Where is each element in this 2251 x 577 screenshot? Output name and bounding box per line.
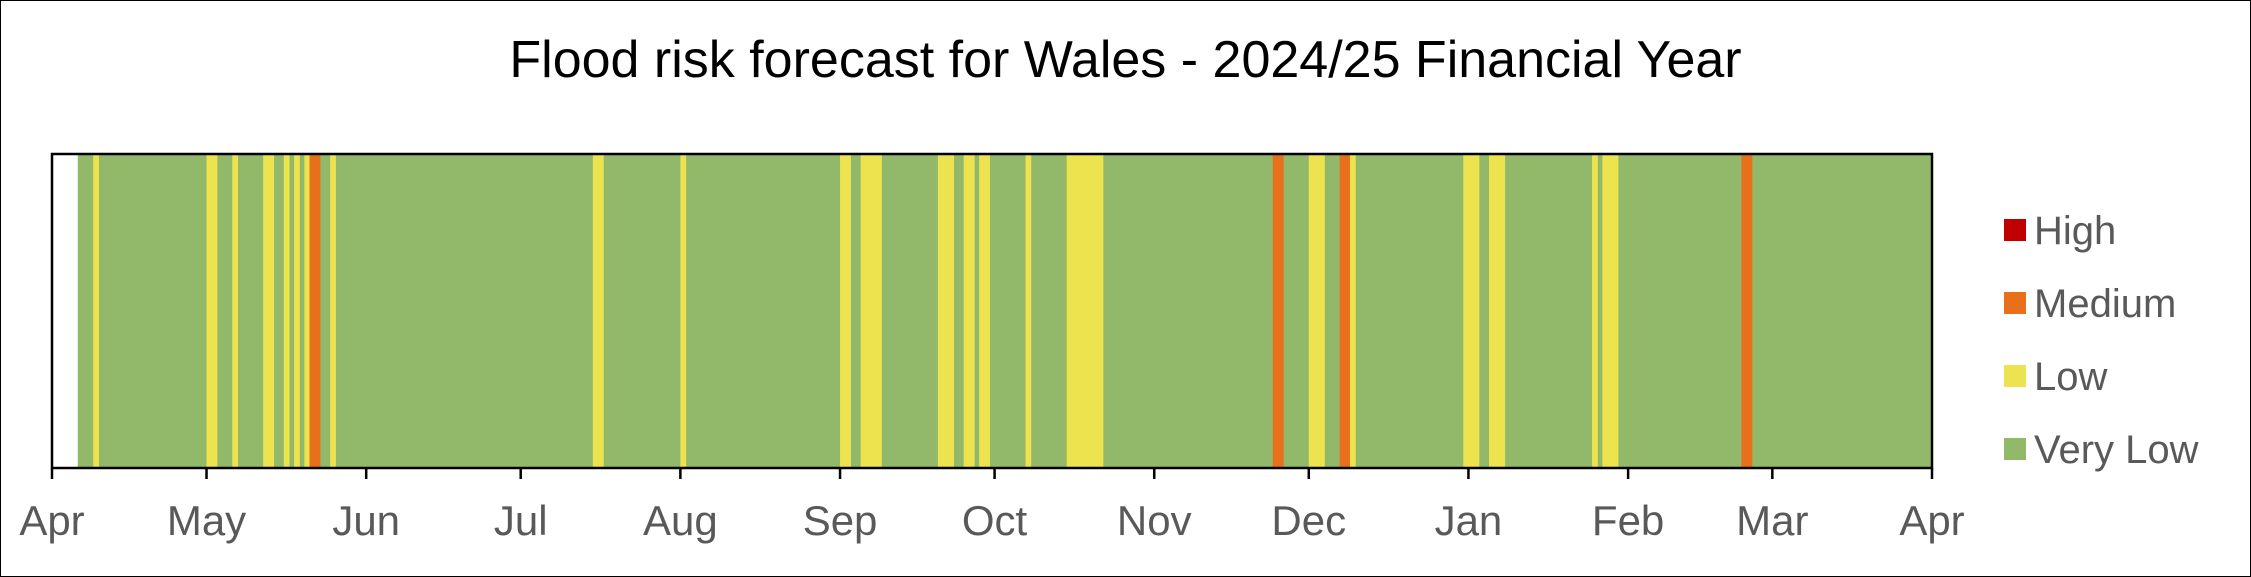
bar-base-very-low <box>77 154 1933 468</box>
legend-swatch <box>2004 365 2026 387</box>
risk-day-bar <box>592 154 599 468</box>
risk-day-bar <box>1277 154 1284 468</box>
risk-day-bar <box>1339 154 1346 468</box>
legend: High Medium Low Very Low <box>2004 209 2199 472</box>
chart-title: Flood risk forecast for Wales - 2024/25 … <box>509 31 1742 89</box>
risk-day-bar <box>314 154 321 468</box>
risk-day-bar <box>876 154 882 468</box>
risk-day-bar <box>206 154 213 468</box>
x-tick-label: Jan <box>1435 497 1503 544</box>
risk-day-bar <box>309 154 316 468</box>
risk-day-bar <box>1025 154 1032 468</box>
risk-day-bar <box>979 154 985 468</box>
risk-day-bar <box>1349 154 1356 468</box>
risk-day-bar <box>1602 154 1609 468</box>
risk-day-bar <box>937 154 944 468</box>
legend-label: Medium <box>2034 282 2176 326</box>
risk-day-bar <box>330 154 336 468</box>
risk-day-bar <box>263 154 269 468</box>
risk-day-bar <box>1097 154 1104 468</box>
risk-day-bar <box>268 154 275 468</box>
x-tick-label: Mar <box>1736 497 1808 544</box>
x-tick-label: Apr <box>19 497 84 544</box>
risk-day-bar <box>1066 154 1073 468</box>
risk-day-bar <box>1076 154 1083 468</box>
risk-day-bar <box>294 154 300 468</box>
risk-day-bar <box>1468 154 1475 468</box>
x-tick-label: Apr <box>1899 497 1964 544</box>
risk-bars <box>77 154 1933 468</box>
risk-day-bar <box>870 154 877 468</box>
x-tick-label: Jul <box>494 497 548 544</box>
risk-day-bar <box>597 154 604 468</box>
risk-day-bar <box>1607 154 1614 468</box>
risk-day-bar <box>1082 154 1088 468</box>
legend-swatch <box>2004 219 2026 241</box>
risk-day-bar <box>984 154 991 468</box>
x-tick-label: May <box>167 497 246 544</box>
risk-day-bar <box>1592 154 1598 468</box>
risk-day-bar <box>860 154 867 468</box>
x-axis: Apr May Jun Jul Aug Sep Oct Nov Dec Jan Feb Mar Apr <box>19 468 1965 544</box>
risk-day-bar <box>1319 154 1325 468</box>
risk-day-bar <box>1092 154 1099 468</box>
legend-swatch <box>2004 438 2026 460</box>
x-tick-label: Jun <box>332 497 400 544</box>
legend-label: Low <box>2034 355 2107 399</box>
x-tick-label: Nov <box>1117 497 1192 544</box>
risk-day-bar <box>1494 154 1500 468</box>
risk-day-bar <box>1272 154 1279 468</box>
risk-day-bar <box>1071 154 1078 468</box>
risk-day-bar <box>1313 154 1320 468</box>
x-tick-label: Dec <box>1271 497 1346 544</box>
risk-day-bar <box>845 154 851 468</box>
risk-day-bar <box>1463 154 1470 468</box>
risk-day-bar <box>948 154 954 468</box>
legend-label: Very Low <box>2034 428 2199 472</box>
legend-label: High <box>2034 209 2116 253</box>
risk-day-bar <box>865 154 872 468</box>
plot-border <box>50 152 1934 470</box>
risk-day-bar <box>232 154 239 468</box>
risk-day-bar <box>963 154 970 468</box>
x-tick-label: Feb <box>1592 497 1664 544</box>
x-tick-label: Sep <box>803 497 878 544</box>
risk-day-bar <box>1489 154 1495 468</box>
risk-day-bar <box>1741 154 1748 468</box>
risk-day-bar <box>680 154 687 468</box>
risk-day-bar <box>1087 154 1094 468</box>
risk-day-bar <box>968 154 975 468</box>
x-tick-label: Aug <box>643 497 718 544</box>
risk-day-bar <box>93 154 99 468</box>
risk-day-bar <box>1746 154 1753 468</box>
risk-day-bar <box>840 154 846 468</box>
risk-day-bar <box>283 154 290 468</box>
risk-day-bar <box>211 154 218 468</box>
risk-day-bar <box>943 154 949 468</box>
x-tick-label: Oct <box>962 497 1028 544</box>
risk-day-bar <box>1612 154 1619 468</box>
risk-day-bar <box>1499 154 1506 468</box>
risk-day-bar <box>1344 154 1351 468</box>
risk-day-bar <box>1473 154 1480 468</box>
risk-day-bar <box>1308 154 1315 468</box>
risk-day-bar <box>304 154 311 468</box>
legend-swatch <box>2004 292 2026 314</box>
